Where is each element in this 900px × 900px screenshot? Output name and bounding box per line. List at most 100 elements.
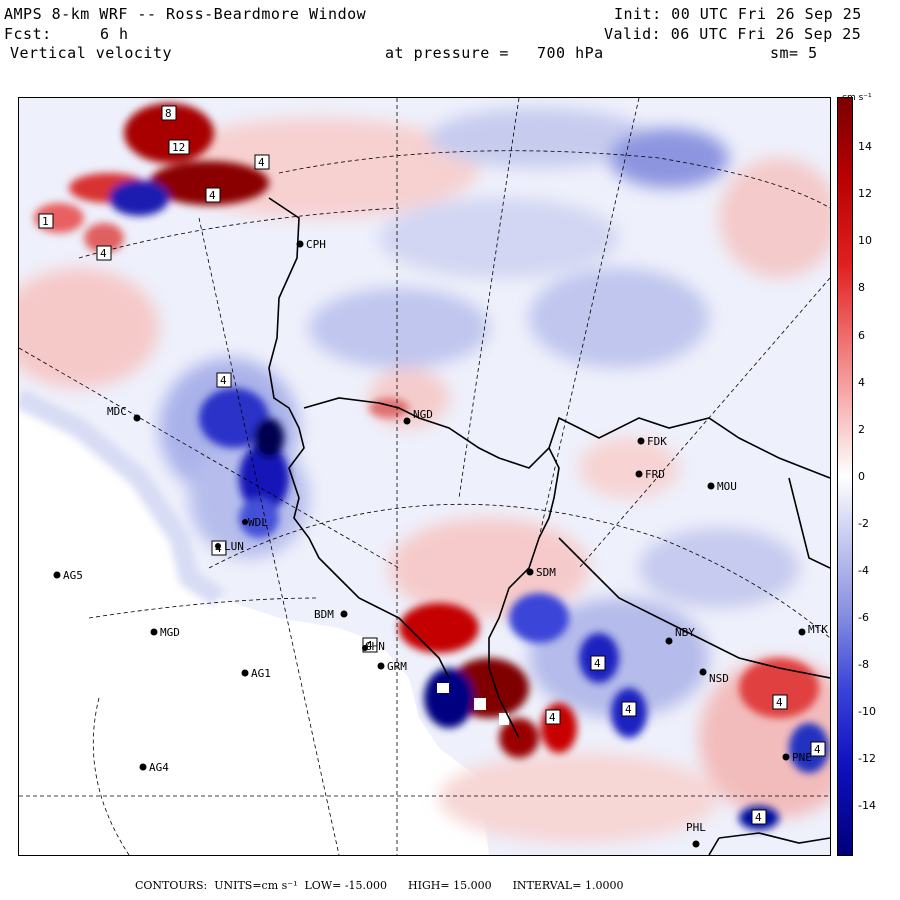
station-label: GRM (387, 660, 407, 673)
contour-label: 4 (810, 741, 826, 757)
contour-label-text: 12 (172, 141, 185, 154)
contour-label-text: 1 (42, 215, 49, 228)
contour-label-text: 8 (165, 107, 172, 120)
contour-label: 12 (168, 139, 190, 155)
contour-label: 4 (96, 245, 112, 261)
smoothing-value: sm= 5 (770, 44, 818, 62)
station-label: CPH (306, 238, 326, 251)
colorbar-units: cm s⁻¹ (842, 93, 872, 103)
station-cph[interactable]: CPH (296, 238, 326, 251)
contour-label: 4 (545, 709, 561, 725)
pressure-value: 700 hPa (537, 44, 604, 62)
pressure-label: at pressure = (385, 44, 509, 62)
station-lun[interactable]: LUN (215, 540, 244, 553)
contour-label-text: 4 (366, 639, 373, 652)
contour-label: 4 (216, 372, 232, 388)
station-frd[interactable]: FRD (635, 468, 665, 481)
contour-label-text: 4 (100, 247, 107, 260)
footer-high: HIGH= 15.000 (408, 879, 492, 892)
contour-label: 4 (205, 187, 221, 203)
station-bdm[interactable]: BDM (314, 608, 348, 621)
station-label: MDC (107, 405, 127, 418)
station-label: SDM (536, 566, 556, 579)
station-label: NBY (675, 626, 695, 639)
colorbar (837, 97, 853, 856)
station-fdk[interactable]: FDK (637, 435, 668, 448)
colorbar-tick: -12 (858, 752, 876, 765)
station-label: FDK (647, 435, 667, 448)
map-canvas: 8 12 4 4 4 1 4 4 4 4 4 4 4 4 4 CPH MDC N… (19, 98, 830, 855)
station-label: AG4 (149, 761, 169, 774)
contour-label: 4 (621, 701, 637, 717)
contour-footer: CONTOURS: UNITS=cm s⁻¹ LOW= -15.000 HIGH… (135, 879, 623, 892)
colorbar-tick: 2 (858, 423, 865, 436)
station-label: LUN (224, 540, 244, 553)
forecast-label: Fcst: (4, 25, 52, 43)
station-label: BDM (314, 608, 334, 621)
shading-layer (19, 108, 830, 843)
station-mou[interactable]: MOU (707, 480, 737, 493)
station-label: GHN (365, 640, 385, 653)
station-grm[interactable]: GRM (377, 660, 408, 673)
station-label: PHL (686, 821, 706, 834)
station-label: MTK (808, 623, 828, 636)
colorbar-tick: -14 (858, 799, 876, 812)
station-nsd[interactable]: NSD (699, 668, 729, 686)
station-label: AG5 (63, 569, 83, 582)
contour-label: 4 (254, 154, 270, 170)
station-ag1[interactable]: AG1 (241, 667, 271, 680)
init-time: Init: 00 UTC Fri 26 Sep 25 (614, 5, 862, 23)
station-ag4[interactable]: AG4 (139, 761, 170, 774)
contour-label: 1 (38, 213, 54, 229)
core-layer (34, 103, 829, 830)
station-label: MOU (717, 480, 737, 493)
colorbar-tick: 4 (858, 376, 865, 389)
map-title: AMPS 8-km WRF -- Ross-Beardmore Window (4, 5, 367, 23)
contour-label: 4 (751, 809, 767, 825)
stations: CPH MDC NGD FDK FRD MOU AG5 SDM BDM MGD … (53, 238, 829, 848)
station-label: WDL (248, 516, 268, 529)
station-mtk[interactable]: MTK (798, 623, 829, 636)
contour-label-text: 4 (209, 189, 216, 202)
colorbar-tick: 14 (858, 140, 872, 153)
colorbar-tick: 8 (858, 281, 865, 294)
graticule (19, 98, 830, 855)
contour-label-text: 4 (755, 811, 762, 824)
station-label: NGD (413, 408, 433, 421)
field-name: Vertical velocity (10, 44, 173, 62)
footer-low: LOW= -15.000 (304, 879, 388, 892)
map-panel: 8 12 4 4 4 1 4 4 4 4 4 4 4 4 4 CPH MDC N… (18, 97, 831, 856)
station-wdl[interactable]: WDL (242, 516, 268, 529)
colorbar-tick: -2 (858, 517, 869, 530)
station-label: PNE (792, 751, 812, 764)
station-phl[interactable]: PHL (686, 821, 706, 848)
colorbar-tick: -6 (858, 611, 869, 624)
contour-label-text: 4 (549, 711, 556, 724)
station-label: AG1 (251, 667, 271, 680)
colorbar-tick: -4 (858, 564, 869, 577)
station-pne[interactable]: PNE (782, 751, 812, 764)
contour-label: 4 (590, 655, 606, 671)
station-label: FRD (645, 468, 665, 481)
station-ag5[interactable]: AG5 (53, 569, 83, 582)
contour-label-text: 4 (220, 374, 227, 387)
station-label: MGD (160, 626, 180, 639)
footer-units: UNITS=cm s⁻¹ (214, 879, 298, 892)
contour-label-text: 4 (594, 657, 601, 670)
valid-time: Valid: 06 UTC Fri 26 Sep 25 (604, 25, 862, 43)
forecast-value: 6 h (100, 25, 129, 43)
shelf-edge-shade (19, 389, 225, 607)
station-nby[interactable]: NBY (665, 626, 696, 645)
colorbar-tick: 0 (858, 470, 865, 483)
station-mgd[interactable]: MGD (150, 626, 180, 639)
colorbar-tick: -10 (858, 705, 876, 718)
missing-data-patches (437, 683, 509, 725)
colorbar-tick: 12 (858, 187, 872, 200)
footer-contours-label: CONTOURS: (135, 879, 208, 892)
contour-label-text: 4 (814, 743, 821, 756)
station-ngd[interactable]: NGD (403, 408, 433, 425)
colorbar-tick: 10 (858, 234, 872, 247)
station-sdm[interactable]: SDM (526, 566, 557, 579)
station-mdc[interactable]: MDC (107, 405, 141, 422)
station-ghn[interactable]: GHN (362, 640, 385, 653)
